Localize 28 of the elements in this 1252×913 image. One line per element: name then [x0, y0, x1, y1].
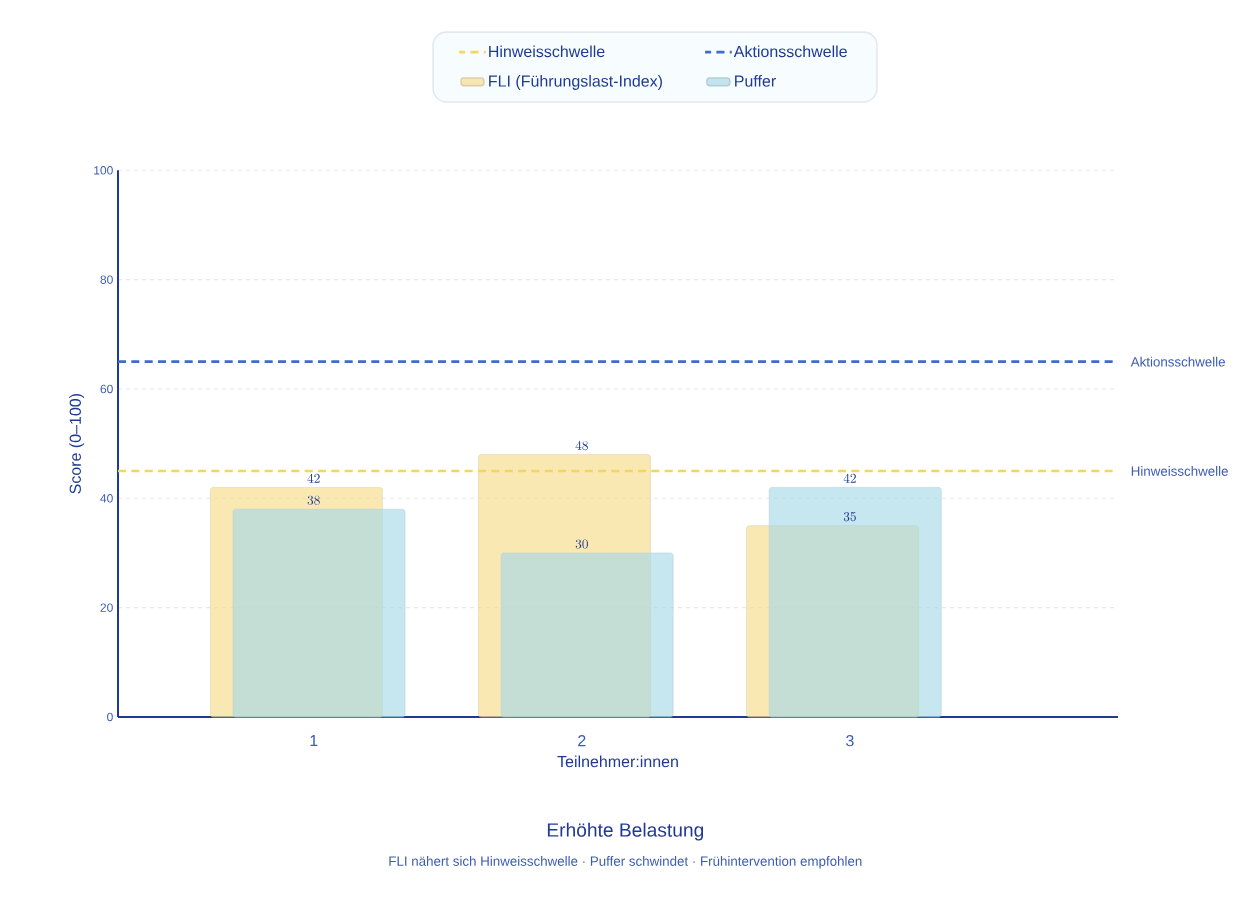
x-axis-title: Teilnehmer:innen	[557, 755, 678, 768]
data-label: 30	[575, 539, 588, 549]
y-tick-label: 40	[100, 494, 113, 503]
bar	[232, 508, 406, 718]
y-tick-label: 60	[100, 384, 113, 394]
data-label: 42	[843, 473, 856, 483]
y-tick-label: 20	[100, 603, 113, 612]
bar	[500, 552, 674, 718]
ref-line-label: Aktionsschwelle	[1130, 356, 1225, 367]
text: Erhöhte Belastung	[547, 822, 704, 841]
legend-label: Puffer	[735, 75, 776, 87]
x-tick-label: 3	[846, 735, 854, 747]
x-tick-label: 2	[578, 735, 586, 747]
data-label: 42	[307, 473, 320, 483]
bar	[768, 487, 942, 718]
y-tick-label: 80	[100, 275, 113, 284]
text: Hinweisschwelle	[489, 45, 605, 58]
text: FLI nähert sich Hinweisschwelle · Puffer schwindet · Frühintervention empfohlen	[389, 856, 862, 869]
y-tick-label: 100	[94, 166, 113, 175]
ref-line-label: Hinweisschwelle	[1131, 466, 1228, 476]
y-axis-title: Score (0–100)	[69, 393, 85, 494]
data-label: 35	[843, 512, 856, 522]
text: Aktionsschwelle	[733, 45, 847, 58]
legend-label: FLI (Führungslast-Index)	[489, 75, 662, 90]
x-tick-label: 1	[310, 735, 318, 747]
y-tick-label: 0	[107, 712, 113, 722]
data-label: 38	[307, 495, 320, 505]
data-label: 48	[575, 440, 588, 451]
